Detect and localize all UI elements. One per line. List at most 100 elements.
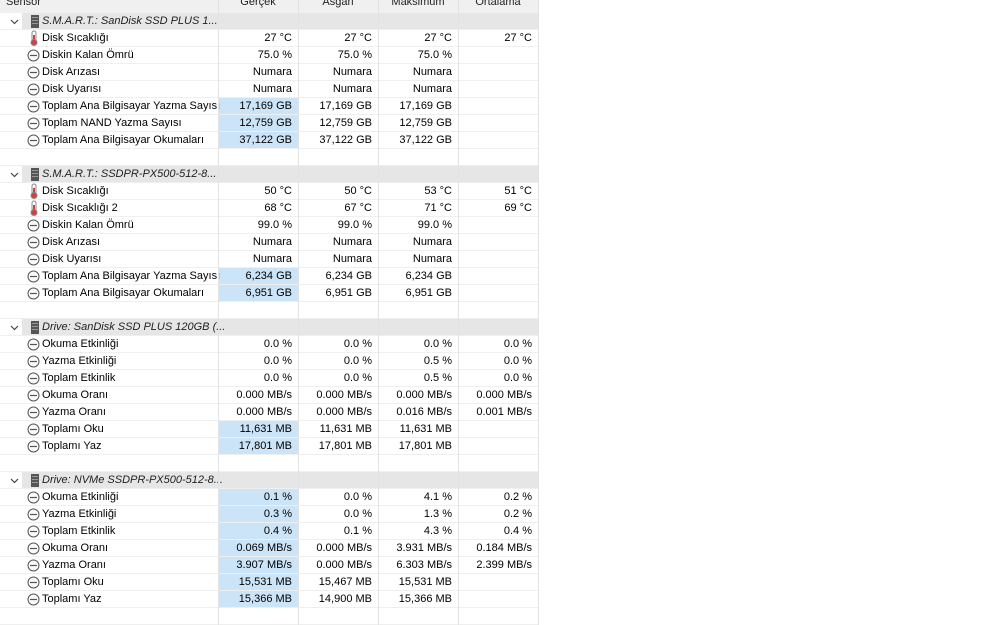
row-separator <box>0 539 538 540</box>
cell-highlight <box>219 591 298 607</box>
row-separator <box>0 471 538 472</box>
column-title: Gerçek <box>240 0 276 8</box>
sensor-value: 0.000 MB/s <box>396 389 452 401</box>
column-title: Maksimum <box>391 0 445 8</box>
sensor-value: 11,631 MB <box>319 423 372 435</box>
sensor-value: Numara <box>252 83 292 95</box>
sensor-value: 0.5 % <box>423 355 452 367</box>
sensor-label: Toplamı Yaz <box>42 593 102 605</box>
sensor-value: 11,631 MB <box>399 423 452 435</box>
sensor-value: 12,759 GB <box>399 117 452 129</box>
row-separator <box>0 46 538 47</box>
row-separator <box>0 29 538 30</box>
cell-highlight <box>219 438 298 454</box>
sensor-label: Disk Sıcaklığı 2 <box>42 202 118 214</box>
sensor-value: 0.0 % <box>263 372 292 384</box>
group-title[interactable]: Drive: SanDisk SSD PLUS 120GB (... <box>42 321 226 333</box>
sensor-label: Yazma Etkinliği <box>42 355 117 367</box>
row-separator <box>0 216 538 217</box>
sensor-icon <box>27 219 40 232</box>
sensor-value: 0.0 % <box>503 372 532 384</box>
group-title[interactable]: S.M.A.R.T.: SSDPR-PX500-512-8... <box>42 168 217 180</box>
sensor-value: 0.4 % <box>263 525 292 537</box>
row-separator <box>0 369 538 370</box>
sensor-icon <box>27 372 40 385</box>
sensor-icon <box>27 389 40 402</box>
sensor-value: 75.0 % <box>337 49 372 61</box>
sensor-icon <box>27 117 40 130</box>
cell-highlight <box>219 115 298 131</box>
sensor-value: 0.000 MB/s <box>316 559 372 571</box>
cell-highlight <box>219 540 298 556</box>
group-header-bg <box>22 166 538 182</box>
row-separator <box>0 148 538 149</box>
sensor-value: 17,801 MB <box>318 440 372 452</box>
sensor-value: 0.000 MB/s <box>236 389 292 401</box>
sensor-icon <box>27 100 40 113</box>
row-separator <box>0 97 538 98</box>
sensor-value: 6,951 GB <box>245 287 292 299</box>
sensor-value: 0.0 % <box>343 491 372 503</box>
row-separator <box>0 165 538 166</box>
sensor-label: Disk Arızası <box>42 66 101 78</box>
column-separator <box>378 0 379 625</box>
sensor-icon <box>27 66 40 79</box>
sensor-value: Numara <box>412 66 452 78</box>
sensor-value: 15,531 MB <box>398 576 452 588</box>
column-title: Ortalama <box>475 0 521 8</box>
sensor-label: Disk Uyarısı <box>42 83 102 95</box>
sensor-value: 0.000 MB/s <box>316 389 372 401</box>
sensor-value: 0.0 % <box>343 508 372 520</box>
sensor-icon <box>27 491 40 504</box>
sensor-value: 0.0 % <box>263 338 292 350</box>
sensor-label: Toplam Ana Bilgisayar Yazma Sayısı <box>42 100 221 112</box>
sensor-icon <box>27 406 40 419</box>
sensor-value: Numara <box>252 66 292 78</box>
sensor-label: Toplam Etkinlik <box>42 372 116 384</box>
sensor-icon <box>27 559 40 572</box>
row-separator <box>0 505 538 506</box>
cell-highlight <box>219 98 298 114</box>
sensor-value: 51 °C <box>504 185 532 197</box>
sensor-value: 0.2 % <box>503 508 532 520</box>
sensor-value: 99.0 % <box>417 219 452 231</box>
row-separator <box>0 437 538 438</box>
sensor-value: 12,759 GB <box>319 117 372 129</box>
sensor-value: 0.1 % <box>263 491 292 503</box>
cell-highlight <box>219 132 298 148</box>
group-title[interactable]: Drive: NVMe SSDPR-PX500-512-8... <box>42 474 223 486</box>
sensor-value: 53 °C <box>424 185 452 197</box>
row-separator <box>0 573 538 574</box>
row-separator <box>0 63 538 64</box>
sensor-value: 0.0 % <box>343 372 372 384</box>
thermometer-icon <box>30 200 38 216</box>
sensor-value: 6,951 GB <box>325 287 372 299</box>
sensor-label: Disk Sıcaklığı <box>42 185 109 197</box>
sensor-value: 37,122 GB <box>239 134 292 146</box>
drive-icon <box>31 321 39 334</box>
sensor-icon <box>27 593 40 606</box>
sensor-value: 17,801 MB <box>398 440 452 452</box>
sensor-value: 17,801 MB <box>238 440 292 452</box>
sensor-value: 17,169 GB <box>399 100 452 112</box>
sensor-label: Diskin Kalan Ömrü <box>42 49 134 61</box>
sensor-value: 0.0 % <box>503 338 532 350</box>
sensor-icon <box>27 83 40 96</box>
sensor-value: 17,169 GB <box>319 100 372 112</box>
group-title[interactable]: S.M.A.R.T.: SanDisk SSD PLUS 1... <box>42 15 218 27</box>
row-separator <box>0 12 538 13</box>
sensor-value: 3.931 MB/s <box>396 542 452 554</box>
sensor-label: Disk Uyarısı <box>42 253 102 265</box>
row-separator <box>0 386 538 387</box>
sensor-icon <box>27 525 40 538</box>
sensor-label: Yazma Oranı <box>42 406 106 418</box>
sensor-icon <box>27 134 40 147</box>
sensor-value: 75.0 % <box>257 49 292 61</box>
sensor-label: Toplam Etkinlik <box>42 525 116 537</box>
sensor-label: Toplam Ana Bilgisayar Okumaları <box>42 134 205 146</box>
sensor-value: 0.0 % <box>343 355 372 367</box>
sensor-value: 99.0 % <box>337 219 372 231</box>
sensor-value: 0.0 % <box>343 338 372 350</box>
expand-toggle <box>10 325 19 331</box>
